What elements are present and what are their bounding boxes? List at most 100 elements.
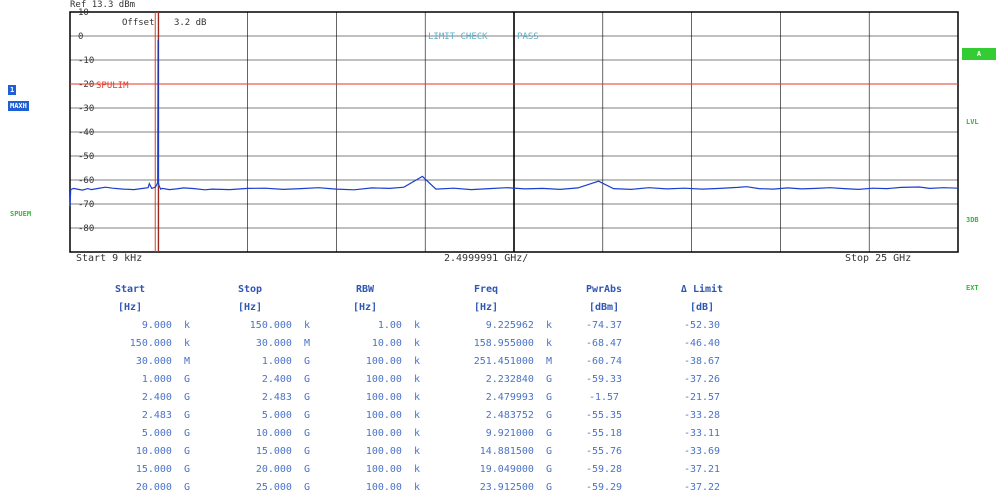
table-cell: 100.00 k — [365, 463, 420, 475]
table-cell: 100.00 k — [365, 481, 420, 493]
table-cell: -74.37 — [585, 319, 623, 331]
table-cell: -59.29 — [585, 481, 623, 493]
y-tick-label: -50 — [78, 152, 94, 162]
table-cell: 1.000 G — [141, 373, 190, 385]
column-unit: [dBm] — [588, 301, 620, 313]
table-cell: 100.00 k — [365, 391, 420, 403]
table-cell: 23.912500 G — [479, 481, 552, 493]
column-header: Stop — [237, 283, 263, 295]
table-row: 10.000 G 15.000 G 100.00 k 14.881500 G -55.7… — [70, 442, 748, 460]
table-row: 150.000 k 30.000 M 10.00 k 158.955000 k -68.… — [70, 334, 748, 352]
table-cell: -33.28 — [683, 409, 721, 421]
offset-value: 3.2 dB — [173, 18, 207, 28]
start-frequency: Start 9 kHz — [76, 253, 143, 264]
table-cell: -1.57 — [588, 391, 620, 403]
limit-check-result: PASS — [517, 32, 539, 42]
trace-number-badge[interactable]: 1 — [8, 85, 17, 95]
column-header: Freq — [473, 283, 499, 295]
offset-label: Offset — [122, 18, 155, 28]
ref-value: 13.3 dBm — [91, 0, 136, 10]
table-cell: 150.000 k — [249, 319, 310, 331]
stop-frequency: Stop 25 GHz — [845, 253, 912, 264]
table-cell: 15.000 G — [255, 445, 310, 457]
column-unit: [Hz] — [352, 301, 378, 313]
ref-label: Ref — [70, 0, 87, 10]
offset-readout: Offset 3.2 dB — [122, 18, 206, 28]
table-row: 20.000 G 25.000 G 100.00 k 23.912500 G -59.2… — [70, 478, 748, 496]
table-cell: 2.483752 G — [485, 409, 552, 421]
column-unit: [dB] — [689, 301, 715, 313]
limit-line-label: SPULIM — [96, 81, 129, 91]
grid — [70, 12, 958, 252]
marker-a-badge[interactable]: A — [962, 48, 996, 60]
table-cell: 9.225962 k — [485, 319, 552, 331]
table-row: 2.483 G 5.000 G 100.00 k 2.483752 G -55.35 -3… — [70, 406, 748, 424]
table-row: 5.000 G 10.000 G 100.00 k 9.921000 G -55.18 -… — [70, 424, 748, 442]
table-cell: -21.57 — [683, 391, 721, 403]
trace-mode-badge[interactable]: MAXH — [8, 101, 29, 111]
limit-check-label: LIMIT CHECK — [428, 32, 488, 42]
table-cell: 5.000 G — [141, 427, 190, 439]
table-row: 2.400 G 2.483 G 100.00 k 2.479993 G -1.57 -21… — [70, 388, 748, 406]
table-cell: -38.67 — [683, 355, 721, 367]
table-cell: 100.00 k — [365, 445, 420, 457]
table-cell: 2.479993 G — [485, 391, 552, 403]
table-cell: 100.00 k — [365, 427, 420, 439]
table-cell: 2.400 G — [261, 373, 310, 385]
table-cell: 100.00 k — [365, 373, 420, 385]
y-tick-label: 0 — [78, 32, 83, 42]
ext-label: EXT — [966, 284, 979, 292]
table-row: 9.000 k 150.000 k 1.00 k 9.225962 k -74.37 -5… — [70, 316, 748, 334]
table-body: 9.000 k 150.000 k 1.00 k 9.225962 k -74.37 -5… — [70, 316, 748, 496]
table-cell: 15.000 G — [135, 463, 190, 475]
table-cell: -33.11 — [683, 427, 721, 439]
table-cell: -68.47 — [585, 337, 623, 349]
table-row: 15.000 G 20.000 G 100.00 k 19.049000 G -59.2… — [70, 460, 748, 478]
y-tick-label: -60 — [78, 176, 94, 186]
spuem-label: SPUEM — [10, 210, 32, 218]
trace-line — [69, 39, 959, 207]
y-tick-label: 10 — [78, 8, 89, 18]
table-cell: -46.40 — [683, 337, 721, 349]
y-tick-label: -80 — [78, 224, 94, 234]
y-tick-label: -40 — [78, 128, 94, 138]
lvl-label: LVL — [966, 118, 979, 126]
table-cell: 20.000 G — [135, 481, 190, 493]
table-cell: 1.00 k — [377, 319, 420, 331]
y-tick-label: -10 — [78, 56, 94, 66]
table-header-row: Start Stop RBW Freq PwrAbs Δ Limit — [70, 280, 748, 298]
column-header: Start — [114, 283, 146, 295]
table-cell: -55.18 — [585, 427, 623, 439]
table-cell: -59.28 — [585, 463, 623, 475]
table-cell: -55.76 — [585, 445, 623, 457]
table-cell: -37.21 — [683, 463, 721, 475]
table-row: 1.000 G 2.400 G 100.00 k 2.232840 G -59.33 -3… — [70, 370, 748, 388]
table-cell: 9.921000 G — [485, 427, 552, 439]
y-tick-label: -30 — [78, 104, 94, 114]
column-unit: [Hz] — [473, 301, 499, 313]
column-header: Δ Limit — [680, 283, 724, 295]
table-cell: 251.451000 M — [473, 355, 552, 367]
table-cell: 5.000 G — [261, 409, 310, 421]
table-cell: 30.000 M — [135, 355, 190, 367]
ref-level-readout: Ref 13.3 dBm — [70, 0, 135, 10]
table-cell: 14.881500 G — [479, 445, 552, 457]
table-cell: 9.000 k — [141, 319, 190, 331]
table-cell: 10.000 G — [135, 445, 190, 457]
table-cell: 2.483 G — [141, 409, 190, 421]
table-cell: -59.33 — [585, 373, 623, 385]
column-unit: [Hz] — [237, 301, 263, 313]
y-tick-label: -20 — [78, 80, 94, 90]
table-cell: -52.30 — [683, 319, 721, 331]
table-cell: -37.26 — [683, 373, 721, 385]
three-db-label: 3DB — [966, 216, 979, 224]
table-cell: 1.000 G — [261, 355, 310, 367]
table-cell: 19.049000 G — [479, 463, 552, 475]
spurious-results-table: Start Stop RBW Freq PwrAbs Δ Limit [Hz] [Hz] [H… — [70, 280, 748, 496]
table-cell: 10.00 k — [371, 337, 420, 349]
table-row: 30.000 M 1.000 G 100.00 k 251.451000 M -60.7… — [70, 352, 748, 370]
y-tick-label: -70 — [78, 200, 94, 210]
table-cell: -33.69 — [683, 445, 721, 457]
span-per-division: 2.4999991 GHz/ — [444, 253, 529, 264]
column-header: PwrAbs — [585, 283, 623, 295]
